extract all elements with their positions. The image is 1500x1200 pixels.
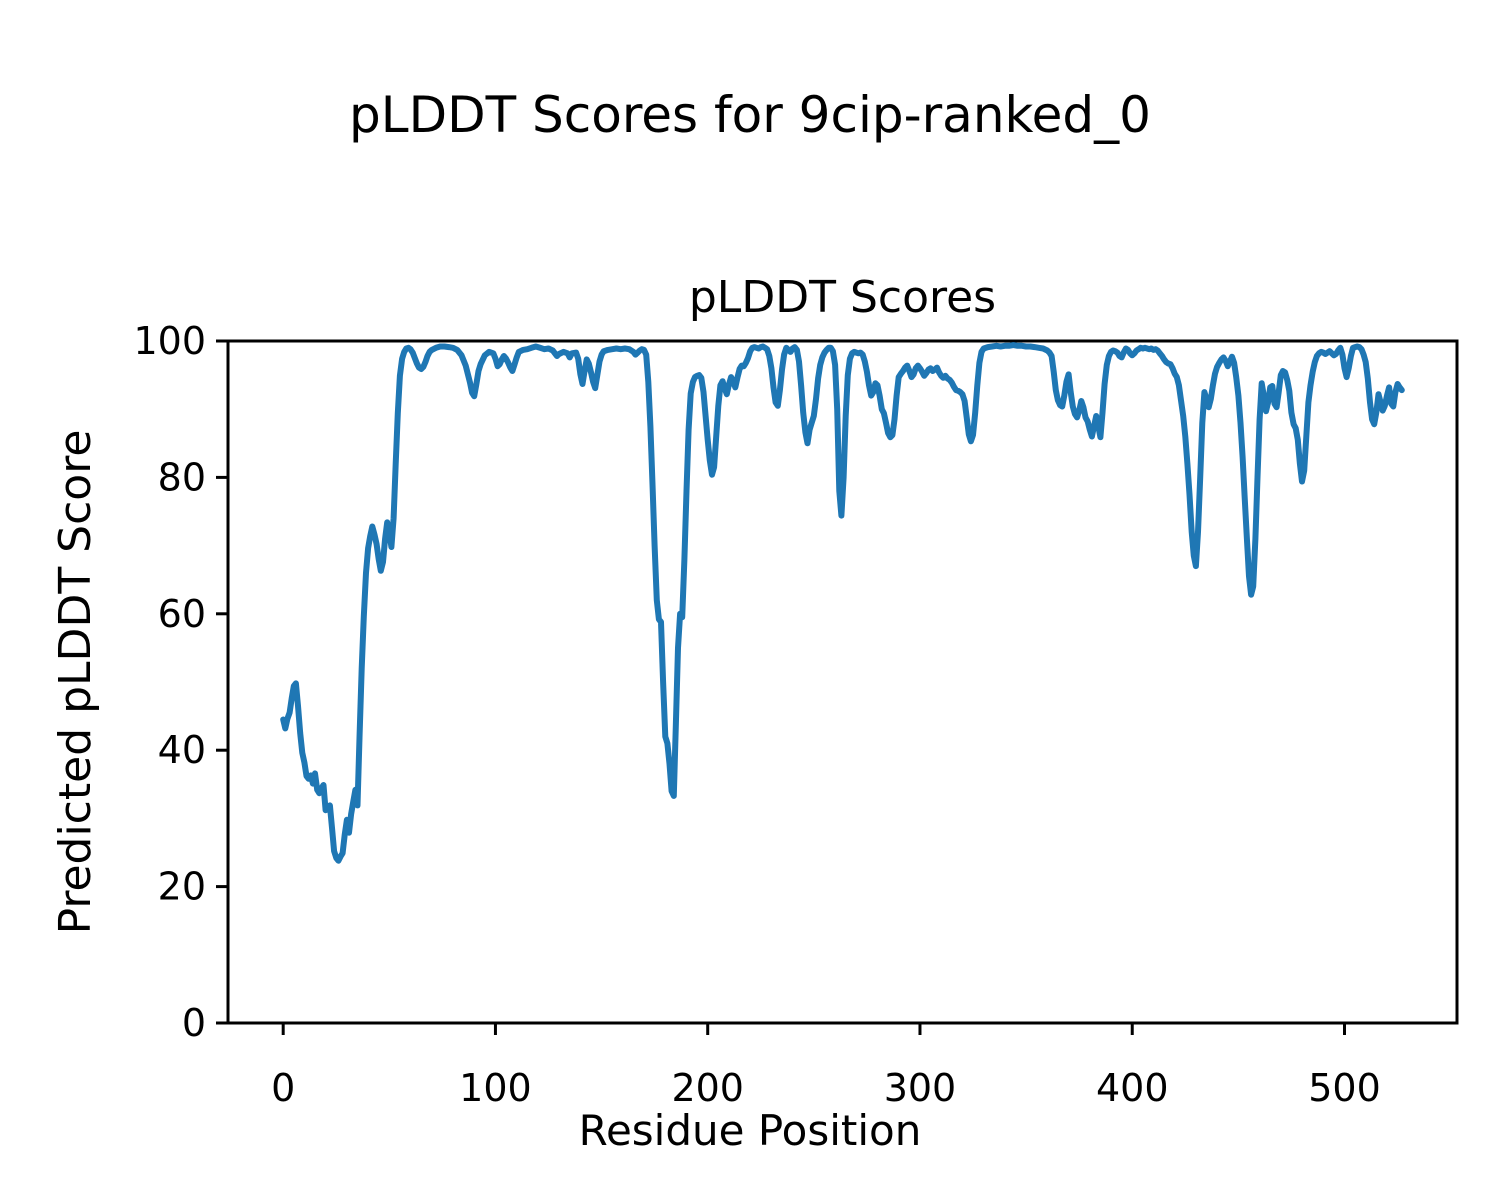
y-tick-label: 100 <box>133 319 206 363</box>
x-tick-label: 300 <box>884 1066 957 1110</box>
axes-frame <box>226 339 1459 1025</box>
y-tick-label: 40 <box>158 728 206 772</box>
y-tick-label: 20 <box>158 865 206 909</box>
figure-suptitle: pLDDT Scores for 9cip-ranked_0 <box>348 86 1151 144</box>
plddt-line <box>280 342 1405 864</box>
x-tick-label: 400 <box>1096 1066 1169 1110</box>
axes-title: pLDDT Scores <box>688 272 997 323</box>
x-tick-label: 200 <box>671 1066 744 1110</box>
x-axis-label: Residue Position <box>578 1106 922 1155</box>
y-tick-label: 80 <box>158 455 206 499</box>
x-tick-label: 500 <box>1308 1066 1381 1110</box>
x-tick-label: 100 <box>459 1066 532 1110</box>
y-tick-label: 0 <box>182 1001 206 1045</box>
y-tick-label: 60 <box>158 592 206 636</box>
x-tick-label: 0 <box>271 1066 295 1110</box>
